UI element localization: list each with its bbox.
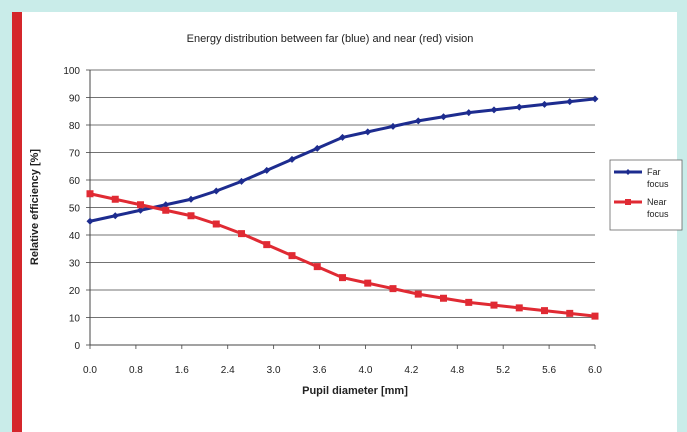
data-point <box>339 274 346 282</box>
data-point <box>313 144 321 152</box>
data-point <box>263 166 271 174</box>
data-point <box>313 263 321 271</box>
x-tick-label: 4.2 <box>404 365 418 376</box>
legend-label: Near <box>647 197 667 207</box>
data-point <box>263 241 271 249</box>
x-tick-label: 0.8 <box>129 365 143 376</box>
x-tick-label: 4.8 <box>450 365 464 376</box>
x-tick-label: 5.2 <box>496 365 510 376</box>
data-point <box>465 298 473 306</box>
x-tick-label: 3.6 <box>313 365 327 376</box>
data-point <box>111 195 119 203</box>
axes: 0 10 20 30 40 50 60 70 80 90 100 0.0 0.8 1.6 2.4 3.0 3.6… <box>63 66 602 376</box>
data-point <box>212 220 220 228</box>
y-axis-label: Relative efficiency [%] <box>29 149 41 265</box>
data-point <box>515 304 523 312</box>
data-point <box>541 307 548 315</box>
data-point <box>465 109 473 117</box>
data-point <box>111 212 119 220</box>
data-point <box>238 230 245 238</box>
y-tick-label: 10 <box>69 314 81 325</box>
series-lines <box>86 95 599 320</box>
data-point <box>389 285 397 293</box>
data-point <box>389 122 397 130</box>
data-point <box>86 190 94 198</box>
y-tick-label: 80 <box>69 121 81 132</box>
chart-title: Energy distribution between far (blue) a… <box>187 33 474 45</box>
data-point <box>566 309 574 317</box>
data-point <box>440 113 447 121</box>
data-point <box>288 252 296 260</box>
x-tick-label: 4.0 <box>359 365 373 376</box>
data-point <box>212 187 220 195</box>
data-point <box>137 201 144 209</box>
legend-marker <box>625 169 631 175</box>
data-point <box>490 106 498 114</box>
data-point <box>364 128 372 136</box>
legend-label: focus <box>647 179 669 189</box>
y-tick-label: 90 <box>69 94 81 105</box>
chart-panel <box>12 12 677 432</box>
data-point <box>414 290 422 298</box>
y-tick-label: 40 <box>69 231 81 242</box>
data-point <box>515 103 523 111</box>
x-tick-label: 6.0 <box>588 365 602 376</box>
accent-bar <box>12 12 22 432</box>
y-tick-label: 0 <box>74 341 80 352</box>
x-tick-label: 0.0 <box>83 365 97 376</box>
data-point <box>566 98 574 106</box>
grid-lines <box>90 69 595 346</box>
data-point <box>288 155 296 163</box>
data-point <box>490 301 498 309</box>
x-tick-label: 1.6 <box>175 365 189 376</box>
data-point <box>541 100 548 108</box>
y-tick-label: 60 <box>69 176 81 187</box>
data-point <box>187 212 195 220</box>
y-tick-label: 70 <box>69 149 81 160</box>
data-point <box>591 312 599 320</box>
y-tick-label: 50 <box>69 204 81 215</box>
x-tick-label: 2.4 <box>221 365 235 376</box>
data-point <box>414 117 422 125</box>
data-point <box>238 177 245 185</box>
y-tick-label: 100 <box>63 66 80 77</box>
x-tick-label: 5.6 <box>542 365 556 376</box>
data-point <box>364 279 372 287</box>
legend-marker <box>625 199 631 205</box>
legend-label: Far <box>647 167 661 177</box>
x-axis-label: Pupil diameter [mm] <box>302 385 408 397</box>
data-point <box>162 201 170 209</box>
legend-label: focus <box>647 209 669 219</box>
y-tick-label: 30 <box>69 259 81 270</box>
y-tick-label: 20 <box>69 286 81 297</box>
data-point <box>591 95 599 103</box>
data-point <box>86 217 94 225</box>
data-point <box>440 294 447 302</box>
data-point <box>339 133 346 141</box>
legend: Far focus Near focus <box>609 159 683 231</box>
data-point <box>187 195 195 203</box>
data-point <box>137 206 144 214</box>
data-point <box>162 206 170 214</box>
x-tick-label: 3.0 <box>267 365 281 376</box>
